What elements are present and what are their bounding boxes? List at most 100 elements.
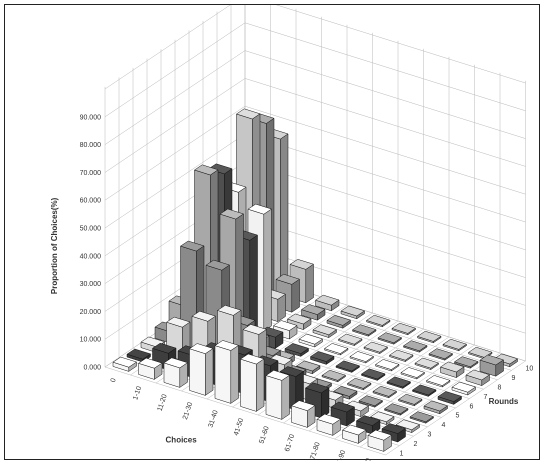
x-tick-label: 11-20 bbox=[157, 393, 169, 412]
bar-round-9-choice-81-90 bbox=[453, 356, 479, 369]
bar-top-face bbox=[363, 341, 389, 353]
wall-grid-line bbox=[244, 105, 526, 195]
bar-top-face bbox=[239, 353, 265, 365]
bar-round-1-choice-51-60 bbox=[265, 370, 291, 420]
bar-top-face bbox=[340, 305, 366, 317]
y-tick-label: 0.000 bbox=[83, 365, 101, 372]
bar-front-face bbox=[240, 358, 257, 412]
chart-frame: 0.000 10.000 20.000 30.000 40.000 50.000 60.00… bbox=[4, 4, 540, 461]
z-tick-label: 6 bbox=[470, 403, 474, 410]
bar-top-face bbox=[337, 333, 363, 345]
bar-top-face bbox=[330, 401, 356, 413]
y-tick-label: 90.000 bbox=[80, 114, 102, 121]
bar-top-face bbox=[126, 348, 152, 360]
bar-top-face bbox=[275, 273, 301, 285]
bar-top-face bbox=[439, 361, 465, 373]
bar-top-face bbox=[451, 381, 477, 393]
bar-round-1-choice-21-30 bbox=[188, 343, 214, 396]
bar-round-9-choice-41-50 bbox=[351, 324, 377, 337]
bar-front-face bbox=[265, 375, 283, 420]
bar-top-face bbox=[316, 413, 342, 425]
y-tick-label: 20.000 bbox=[80, 309, 102, 316]
bar-round-1-choice-61-70 bbox=[290, 400, 316, 428]
bars-layer bbox=[112, 108, 519, 452]
y-tick-label: 50.000 bbox=[80, 226, 102, 233]
bar-top-face bbox=[402, 340, 428, 352]
bar-top-face bbox=[369, 411, 395, 423]
bar-top-face bbox=[383, 403, 409, 415]
bar-top-face bbox=[290, 400, 316, 411]
bar-round-7-choice-81-90 bbox=[425, 375, 451, 388]
bar-top-face bbox=[395, 419, 421, 431]
bar-top-face bbox=[179, 240, 205, 252]
bar-top-face bbox=[295, 360, 321, 372]
bar-top-face bbox=[388, 349, 414, 361]
bar-top-face bbox=[193, 164, 219, 176]
bar-top-face bbox=[341, 424, 367, 436]
bar-top-face bbox=[321, 369, 347, 381]
x-tick-label: 51-60 bbox=[259, 425, 271, 444]
z-tick-label: 10 bbox=[526, 366, 534, 373]
y-tick-label: 10.000 bbox=[80, 337, 102, 344]
bar-side-face bbox=[256, 358, 265, 412]
bar-round-8-choice-21-30 bbox=[286, 313, 312, 331]
bar-top-face bbox=[425, 375, 451, 386]
x-tick-label: 1-10 bbox=[132, 385, 143, 401]
bar-top-face bbox=[397, 393, 423, 405]
bar-round-6-choice-71-80 bbox=[386, 376, 412, 389]
bar-top-face bbox=[284, 343, 310, 354]
y-tick-label: 70.000 bbox=[80, 170, 102, 177]
bar-round-1-choice-0 bbox=[112, 356, 138, 372]
bar-top-face bbox=[493, 353, 519, 365]
z-tick-label: 3 bbox=[428, 432, 432, 439]
bar-round-10-choice-41-50 bbox=[365, 314, 391, 328]
bar-side-face bbox=[280, 133, 289, 296]
bar-top-face bbox=[400, 367, 426, 378]
wall-grid-line bbox=[244, 161, 526, 251]
bar-round-9-choice-91-100 bbox=[479, 354, 505, 377]
bar-round-9-choice-51-60 bbox=[377, 332, 403, 345]
bar-top-face bbox=[467, 346, 493, 358]
bar-round-8-choice-81-90 bbox=[439, 361, 465, 379]
x-axis-title: Choices bbox=[166, 436, 198, 445]
bar-round-8-choice-31-40 bbox=[312, 324, 338, 339]
bar-top-face bbox=[279, 366, 305, 377]
x-tick-label: 81-90 bbox=[335, 449, 347, 461]
z-tick-label: 5 bbox=[456, 413, 460, 420]
bar-round-5-choice-91-100 bbox=[423, 400, 449, 415]
x-tick-label: 21-30 bbox=[182, 401, 194, 420]
bar-round-8-choice-71-80 bbox=[414, 357, 440, 371]
z-axis-title: Rounds bbox=[489, 397, 519, 406]
bar-side-face bbox=[291, 278, 300, 313]
bar-top-face bbox=[377, 332, 403, 344]
wall-grid-line bbox=[244, 189, 526, 278]
bar-top-face bbox=[414, 357, 440, 369]
bar-top-face bbox=[453, 356, 479, 368]
bar-top-face bbox=[391, 322, 417, 334]
bar-round-1-choice-91-100 bbox=[367, 429, 393, 452]
bar-round-2-choice-0 bbox=[126, 348, 152, 363]
z-tick-label: 1 bbox=[400, 450, 404, 457]
bar-round-1-choice-81-90 bbox=[341, 424, 367, 444]
bar-top-face bbox=[386, 376, 412, 388]
bar-round-7-choice-71-80 bbox=[400, 367, 426, 380]
bar-top-face bbox=[423, 400, 449, 412]
x-tick-label: 71-80 bbox=[310, 441, 322, 460]
bar-chart-3d: 0.000 10.000 20.000 30.000 40.000 50.000 60.00… bbox=[50, 5, 534, 461]
bar-top-face bbox=[191, 310, 217, 322]
bar-round-8-choice-41-50 bbox=[337, 333, 363, 347]
bar-top-face bbox=[355, 415, 381, 426]
bar-top-face bbox=[428, 348, 454, 360]
bar-round-10-choice-51-60 bbox=[391, 322, 417, 336]
bar-round-10-choice-21-30 bbox=[314, 294, 340, 312]
bar-top-face bbox=[335, 360, 361, 372]
bar-top-face bbox=[298, 333, 324, 345]
bar-top-face bbox=[326, 315, 352, 326]
bar-top-face bbox=[216, 305, 242, 316]
wall-grid-line bbox=[244, 244, 526, 334]
bar-top-face bbox=[165, 316, 191, 328]
bar-round-6-choice-61-70 bbox=[360, 368, 386, 381]
bar-round-1-choice-41-50 bbox=[239, 353, 265, 412]
y-tick-label: 30.000 bbox=[80, 281, 102, 288]
bar-round-6-choice-81-90 bbox=[411, 384, 437, 397]
